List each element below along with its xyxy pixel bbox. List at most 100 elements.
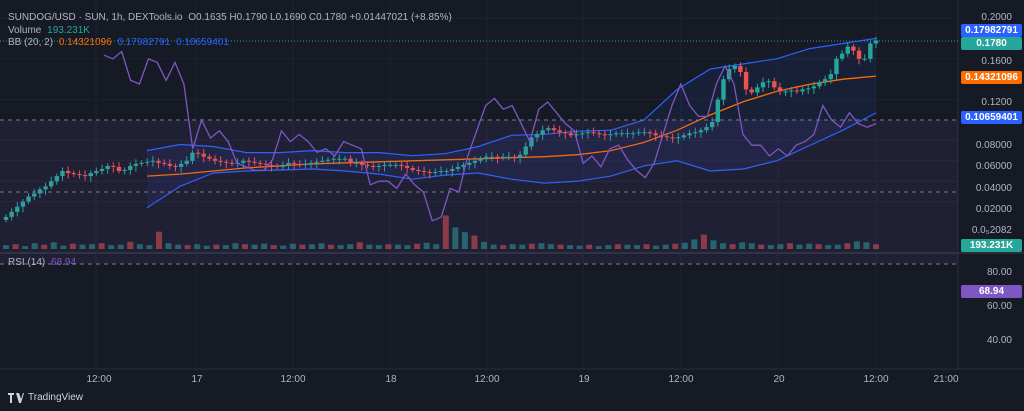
candle-body[interactable] bbox=[48, 181, 54, 187]
candle-body[interactable] bbox=[258, 162, 263, 164]
candle-body[interactable] bbox=[856, 50, 862, 59]
candle-body[interactable] bbox=[178, 163, 184, 167]
candle-body[interactable] bbox=[467, 162, 472, 165]
candle-body[interactable] bbox=[506, 156, 511, 158]
candle-body[interactable] bbox=[704, 127, 709, 131]
candle-body[interactable] bbox=[105, 165, 110, 169]
candle-body[interactable] bbox=[291, 162, 297, 164]
candle-body[interactable] bbox=[280, 164, 286, 167]
candle-body[interactable] bbox=[461, 164, 466, 167]
candle-body[interactable] bbox=[760, 82, 766, 88]
candle-body[interactable] bbox=[3, 216, 9, 220]
candle-body[interactable] bbox=[421, 171, 427, 173]
time-axis[interactable]: 12:00 17 12:00 18 12:00 19 12:00 20 12:00 21:00 bbox=[86, 374, 958, 385]
candle-body[interactable] bbox=[359, 162, 365, 165]
candle-body[interactable] bbox=[472, 160, 478, 163]
candle-body[interactable] bbox=[839, 53, 845, 59]
candle-body[interactable] bbox=[94, 171, 99, 174]
candle-body[interactable] bbox=[201, 153, 206, 157]
candle-body[interactable] bbox=[478, 158, 483, 161]
candle-body[interactable] bbox=[647, 132, 653, 134]
candle-body[interactable] bbox=[60, 171, 65, 177]
candle-body[interactable] bbox=[772, 81, 777, 88]
candle-body[interactable] bbox=[789, 90, 794, 92]
candle-body[interactable] bbox=[822, 79, 828, 83]
candle-body[interactable] bbox=[54, 176, 60, 182]
candle-body[interactable] bbox=[783, 91, 788, 93]
candle-body[interactable] bbox=[77, 174, 82, 176]
candle-body[interactable] bbox=[342, 158, 348, 160]
candle-body[interactable] bbox=[483, 156, 489, 159]
candle-body[interactable] bbox=[574, 134, 579, 136]
candle-body[interactable] bbox=[591, 132, 596, 134]
candle-body[interactable] bbox=[274, 165, 280, 167]
candle-body[interactable] bbox=[161, 162, 167, 164]
candle-body[interactable] bbox=[9, 211, 14, 217]
candle-body[interactable] bbox=[393, 164, 399, 166]
symbol-legend[interactable]: SUNDOG/USD · SUN, 1h, DEXTools.io O0.163… bbox=[8, 12, 452, 24]
candle-body[interactable] bbox=[557, 130, 562, 133]
candle-body[interactable] bbox=[99, 168, 105, 171]
candle-body[interactable] bbox=[15, 206, 20, 212]
candle-body[interactable] bbox=[868, 43, 873, 59]
candle-body[interactable] bbox=[354, 162, 359, 164]
candle-body[interactable] bbox=[376, 165, 382, 167]
candle-body[interactable] bbox=[43, 186, 48, 190]
candle-body[interactable] bbox=[681, 135, 687, 138]
tradingview-brand[interactable]: TradingView bbox=[8, 392, 83, 403]
candle-body[interactable] bbox=[71, 173, 76, 175]
candle-body[interactable] bbox=[546, 128, 551, 131]
candle-body[interactable] bbox=[749, 89, 754, 93]
candle-body[interactable] bbox=[150, 160, 156, 162]
volume-legend[interactable]: Volume 193.231K bbox=[8, 25, 90, 37]
candle-body[interactable] bbox=[721, 79, 726, 100]
bb-legend[interactable]: BB (20, 2) 0.14321096 0.17982791 0.10659… bbox=[8, 37, 229, 49]
candle-body[interactable] bbox=[659, 135, 664, 137]
candle-body[interactable] bbox=[37, 189, 43, 194]
candle-body[interactable] bbox=[190, 152, 195, 161]
candle-body[interactable] bbox=[122, 169, 127, 171]
candle-body[interactable] bbox=[207, 156, 212, 159]
candle-body[interactable] bbox=[32, 193, 37, 197]
candle-body[interactable] bbox=[585, 132, 591, 134]
candle-body[interactable] bbox=[218, 160, 223, 162]
candle-body[interactable] bbox=[382, 164, 387, 166]
rsi-pane[interactable] bbox=[0, 50, 958, 265]
candle-body[interactable] bbox=[687, 133, 692, 136]
candle-body[interactable] bbox=[517, 154, 523, 158]
candle-body[interactable] bbox=[596, 133, 602, 135]
candle-body[interactable] bbox=[116, 166, 122, 171]
candle-body[interactable] bbox=[308, 162, 314, 164]
candle-body[interactable] bbox=[698, 130, 704, 133]
candle-body[interactable] bbox=[613, 133, 619, 135]
candle-body[interactable] bbox=[664, 136, 670, 138]
candle-body[interactable] bbox=[184, 160, 189, 164]
candle-body[interactable] bbox=[862, 58, 867, 60]
candle-body[interactable] bbox=[404, 165, 410, 168]
rsi-legend[interactable]: RSI (14) 68.94 bbox=[8, 257, 76, 269]
candle-body[interactable] bbox=[303, 163, 308, 165]
candle-body[interactable] bbox=[438, 171, 444, 173]
candle-body[interactable] bbox=[540, 130, 545, 135]
candle-body[interactable] bbox=[845, 46, 850, 54]
candle-body[interactable] bbox=[433, 172, 438, 174]
candle-body[interactable] bbox=[794, 90, 800, 92]
candle-body[interactable] bbox=[828, 74, 834, 80]
candle-body[interactable] bbox=[551, 128, 557, 131]
candle-body[interactable] bbox=[811, 86, 817, 89]
candle-body[interactable] bbox=[371, 165, 376, 167]
candle-body[interactable] bbox=[410, 167, 415, 170]
candle-body[interactable] bbox=[670, 137, 675, 139]
rsi-line[interactable] bbox=[103, 50, 877, 222]
candle-body[interactable] bbox=[229, 162, 235, 164]
candle-body[interactable] bbox=[212, 158, 218, 161]
candle-body[interactable] bbox=[314, 161, 319, 163]
candle-body[interactable] bbox=[512, 156, 517, 158]
candle-body[interactable] bbox=[625, 133, 630, 135]
candle-body[interactable] bbox=[738, 65, 743, 73]
candle-body[interactable] bbox=[195, 152, 201, 154]
candle-body[interactable] bbox=[387, 164, 393, 166]
price-axis[interactable]: 0.2000 0.1600 0.1200 0.08000 0.06000 0.04000 0… bbox=[972, 12, 1013, 346]
